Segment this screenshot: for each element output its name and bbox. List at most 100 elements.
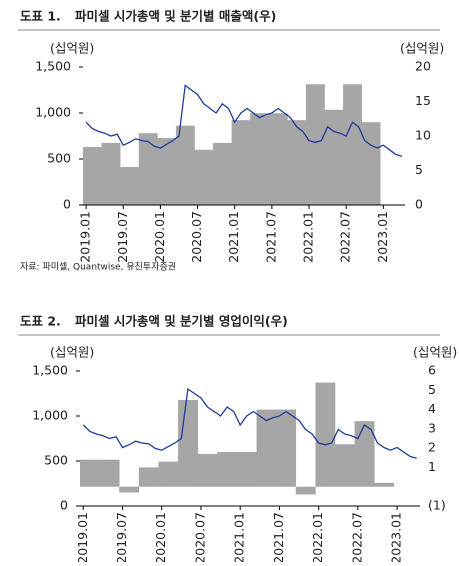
- chart-title: 파미셀 시가총액 및 분기별 매출액(우): [75, 9, 276, 24]
- figure-number: 도표 1.: [20, 9, 61, 24]
- bar: [89, 147, 96, 205]
- bar: [206, 149, 214, 205]
- bar: [99, 459, 107, 487]
- bar: [336, 109, 344, 205]
- x-tick-label: 2020.07: [192, 512, 207, 562]
- x-tick-label: 2021.01: [226, 211, 241, 263]
- bar: [204, 453, 212, 487]
- bar: [269, 409, 277, 487]
- bar: [276, 409, 283, 487]
- y2-tick-label: 10: [415, 128, 431, 143]
- bar: [178, 399, 185, 487]
- bar: [302, 486, 310, 495]
- bar: [287, 120, 294, 205]
- y-axis-title: (십억원): [50, 345, 94, 360]
- bar: [106, 459, 113, 487]
- bar: [113, 142, 121, 205]
- bar: [268, 113, 276, 205]
- bar: [348, 444, 355, 487]
- bar: [126, 167, 133, 205]
- y-tick-label: 500: [47, 151, 71, 166]
- figure-number: 도표 2.: [20, 314, 61, 329]
- bar: [341, 444, 349, 487]
- bar: [315, 382, 323, 487]
- bar: [188, 125, 195, 205]
- y-tick-label: 1,500: [32, 363, 68, 378]
- x-tick-label: 2022.07: [349, 512, 364, 562]
- bar: [184, 399, 192, 487]
- bar: [230, 452, 238, 487]
- bar: [225, 142, 232, 205]
- bar: [354, 421, 362, 487]
- y-tick-label: 0: [60, 498, 68, 513]
- bar: [138, 133, 146, 205]
- bar: [237, 120, 245, 205]
- bar: [380, 482, 388, 487]
- bar: [95, 147, 102, 205]
- bar: [223, 452, 231, 487]
- y-tick-label: 1,000: [32, 408, 68, 423]
- bar: [318, 84, 325, 205]
- bar: [349, 84, 356, 205]
- y2-tick-label: 5: [415, 162, 423, 177]
- bar: [312, 84, 319, 205]
- bar: [219, 142, 226, 205]
- y2-tick-label: 1: [428, 459, 436, 474]
- bar: [157, 138, 164, 205]
- bar: [282, 409, 290, 487]
- bar: [335, 444, 342, 487]
- bar: [169, 138, 177, 205]
- bar: [182, 125, 189, 205]
- x-tick-label: 2023.01: [389, 512, 404, 562]
- bar: [213, 142, 220, 205]
- bar: [236, 452, 244, 487]
- bar: [171, 461, 179, 487]
- bar: [112, 459, 120, 487]
- y2-tick-label: 4: [428, 401, 436, 416]
- y2-axis-title: (십억원): [413, 345, 457, 360]
- y-tick-label: 0: [63, 197, 71, 212]
- bar: [281, 113, 288, 205]
- bar: [250, 452, 257, 487]
- y2-tick-label: 2: [428, 440, 436, 455]
- y2-tick-label: 0: [415, 197, 423, 212]
- y-tick-label: 500: [44, 453, 68, 468]
- bar: [243, 452, 251, 487]
- y2-tick-label: 3: [428, 420, 436, 435]
- bar: [321, 382, 329, 487]
- x-tick-label: 2020.07: [189, 211, 204, 263]
- y2-tick-label: 5: [428, 382, 436, 397]
- bar: [293, 120, 301, 205]
- x-tick-label: 2021.07: [271, 512, 286, 562]
- x-tick-label: 2020.01: [153, 512, 168, 562]
- bar: [374, 122, 381, 205]
- y-tick-label: 1,500: [35, 59, 71, 74]
- y2-tick-label: 6: [428, 363, 436, 378]
- source-note: 자료: 파미셀, Quantwise, 유진투자증권: [20, 261, 176, 273]
- y2-tick-label: (1): [428, 498, 446, 513]
- x-tick-label: 2019.07: [115, 211, 130, 263]
- bar: [119, 486, 127, 493]
- bar: [120, 167, 127, 205]
- bar: [132, 167, 140, 205]
- x-tick-label: 2020.01: [152, 211, 167, 263]
- bar: [330, 109, 338, 205]
- bar: [197, 453, 205, 487]
- bar: [86, 459, 94, 487]
- x-tick-label: 2022.01: [301, 211, 316, 263]
- bar: [263, 409, 270, 487]
- bar: [217, 452, 225, 487]
- bar: [367, 122, 375, 205]
- bar: [101, 142, 109, 205]
- line: [85, 84, 403, 157]
- x-tick-label: 2022.01: [310, 512, 325, 562]
- bar: [144, 133, 152, 205]
- x-tick-label: 2023.01: [375, 211, 390, 263]
- bar: [194, 149, 201, 205]
- bar: [151, 467, 159, 487]
- x-tick-label: 2021.01: [232, 512, 247, 562]
- bar: [289, 409, 297, 487]
- bar: [361, 122, 369, 205]
- bar: [256, 409, 264, 487]
- bar: [191, 399, 198, 487]
